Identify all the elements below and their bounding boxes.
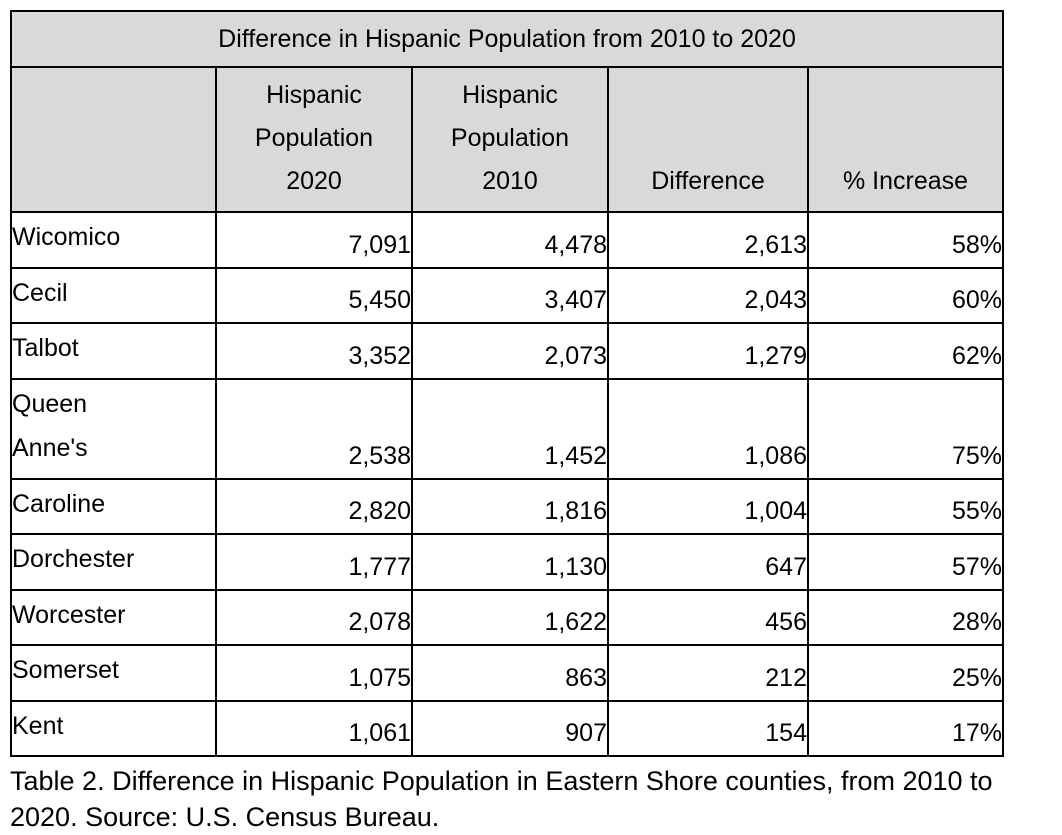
table-row: Kent 1,061 907 154 17% xyxy=(10,699,1005,757)
table-row: Wicomico 7,091 4,478 2,613 58% xyxy=(10,211,1005,269)
pop-2020-cell: 2,820 xyxy=(215,477,413,535)
county-label: Queen Anne's xyxy=(12,389,88,463)
pop-2010-cell: 907 xyxy=(411,699,609,757)
table-row: Queen Anne's 2,538 1,452 1,086 75% xyxy=(10,377,1005,480)
difference-cell: 456 xyxy=(607,588,809,646)
pop-2010-cell: 863 xyxy=(411,644,609,702)
title-row: Difference in Hispanic Population from 2… xyxy=(9,10,1005,68)
pop-2010-cell: 4,478 xyxy=(411,211,609,269)
table-row: Worcester 2,078 1,622 456 28% xyxy=(10,588,1005,646)
difference-cell: 2,613 xyxy=(607,211,809,269)
pop-2010-cell: 1,622 xyxy=(411,588,609,646)
table-title: Difference in Hispanic Population from 2… xyxy=(9,10,1005,68)
county-cell: Cecil xyxy=(10,266,217,324)
table-caption: Table 2. Difference in Hispanic Populati… xyxy=(10,766,993,832)
pop-2010-cell: 1,452 xyxy=(411,377,609,480)
header-row: Hispanic Population 2020 Hispanic Popula… xyxy=(10,66,1005,213)
hispanic-population-table: Difference in Hispanic Population from 2… xyxy=(9,10,1005,757)
pct-increase-cell: 57% xyxy=(806,533,1005,591)
difference-cell: 647 xyxy=(607,533,809,591)
county-cell: Somerset xyxy=(10,644,217,702)
table-row: Dorchester 1,777 1,130 647 57% xyxy=(10,533,1005,591)
difference-cell: 1,004 xyxy=(607,477,809,535)
county-cell: Kent xyxy=(10,699,217,757)
county-cell: Talbot xyxy=(10,322,217,380)
header-pop-2010: Hispanic Population 2010 xyxy=(411,66,609,213)
difference-cell: 2,043 xyxy=(607,266,809,324)
pop-2020-cell: 5,450 xyxy=(215,266,413,324)
pop-2010-cell: 3,407 xyxy=(411,266,609,324)
county-cell: Dorchester xyxy=(10,533,217,591)
pop-2020-cell: 2,538 xyxy=(215,377,413,480)
header-pop-2020: Hispanic Population 2020 xyxy=(215,66,413,213)
pop-2010-cell: 1,816 xyxy=(411,477,609,535)
pct-increase-cell: 55% xyxy=(806,477,1005,535)
pct-increase-cell: 75% xyxy=(806,377,1005,480)
county-cell: Caroline xyxy=(10,477,217,535)
pct-increase-cell: 58% xyxy=(806,211,1005,269)
pop-2010-cell: 2,073 xyxy=(411,322,609,380)
pop-2020-cell: 1,075 xyxy=(215,644,413,702)
difference-cell: 1,086 xyxy=(607,377,809,480)
difference-cell: 154 xyxy=(607,699,809,757)
table-row: Talbot 3,352 2,073 1,279 62% xyxy=(10,322,1005,380)
pct-increase-cell: 17% xyxy=(806,699,1005,757)
pct-increase-cell: 25% xyxy=(806,644,1005,702)
table-row: Cecil 5,450 3,407 2,043 60% xyxy=(10,266,1005,324)
pop-2010-cell: 1,130 xyxy=(411,533,609,591)
table-row: Caroline 2,820 1,816 1,004 55% xyxy=(10,477,1005,535)
empty-header-cell xyxy=(10,66,217,213)
pct-increase-cell: 28% xyxy=(806,588,1005,646)
pct-increase-cell: 62% xyxy=(806,322,1005,380)
pop-2020-cell: 1,061 xyxy=(215,699,413,757)
county-cell: Worcester xyxy=(10,588,217,646)
pop-2020-cell: 1,777 xyxy=(215,533,413,591)
pop-2020-cell: 3,352 xyxy=(215,322,413,380)
header-difference: Difference xyxy=(607,66,809,213)
county-cell: Wicomico xyxy=(10,211,217,269)
table-row: Somerset 1,075 863 212 25% xyxy=(10,644,1005,702)
county-cell: Queen Anne's xyxy=(10,377,217,480)
difference-cell: 212 xyxy=(607,644,809,702)
pop-2020-cell: 7,091 xyxy=(215,211,413,269)
pop-2020-cell: 2,078 xyxy=(215,588,413,646)
header-pct-increase: % Increase xyxy=(806,66,1005,213)
pct-increase-cell: 60% xyxy=(806,266,1005,324)
difference-cell: 1,279 xyxy=(607,322,809,380)
